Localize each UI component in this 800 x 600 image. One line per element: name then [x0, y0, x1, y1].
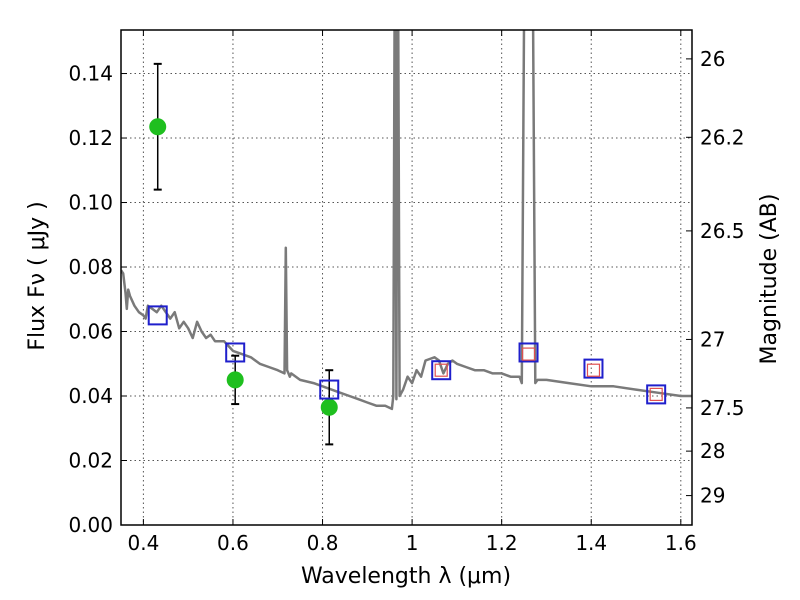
- y2-tick-label-6: 29: [700, 484, 725, 508]
- grid: [121, 30, 692, 525]
- model-square-0: [147, 305, 168, 326]
- y2-tick-label-1: 26.2: [700, 125, 745, 149]
- plot-frame: [120, 29, 693, 526]
- y-tick-label-5: 0.10: [68, 191, 113, 215]
- x-tick-label-4: 1.2: [486, 531, 518, 555]
- y-tick-label-4: 0.08: [68, 255, 113, 279]
- x-axis-label: Wavelength λ (μm): [301, 564, 511, 589]
- x-tick-label-6: 1.6: [665, 531, 697, 555]
- plot-area: [121, 30, 692, 446]
- model-inner-square-0: [434, 363, 448, 377]
- y-tick-label-3: 0.06: [68, 320, 113, 344]
- y-tick-label-1: 0.02: [68, 449, 113, 473]
- y-tick-label-6: 0.12: [68, 126, 113, 150]
- y2-tick-label-5: 28: [700, 439, 725, 463]
- photometry-point-1: [226, 371, 244, 389]
- y-axis-label: Flux Fν ( μJy ): [25, 201, 50, 350]
- y2-tick-label-0: 26: [700, 47, 725, 71]
- x-tick-label-2: 0.8: [307, 531, 339, 555]
- model-square-5: [583, 358, 604, 379]
- y-tick-label-0: 0.00: [68, 513, 113, 537]
- model-inner-square-1: [521, 347, 536, 361]
- spectrum-line: [121, 30, 692, 411]
- axes: 0.4 0.6 0.8 1 1.2 1.4 1.6 0.00 0.02 0.04 0.06 0.08 0…: [68, 29, 745, 555]
- photometry-point-0: [149, 118, 167, 136]
- x-tick-label-0: 0.4: [127, 531, 159, 555]
- model-square-2: [319, 379, 340, 400]
- model-square-4: [518, 342, 539, 363]
- photometry-point-2: [320, 398, 338, 416]
- y-tick-label-7: 0.14: [68, 62, 113, 86]
- y2-tick-label-2: 26.5: [700, 219, 745, 243]
- x-tick-label-1: 0.6: [217, 531, 249, 555]
- y2-tick-label-3: 27: [700, 327, 725, 351]
- model-square-6: [646, 384, 667, 405]
- model-square-3: [431, 360, 452, 381]
- model-inner-square-3: [649, 387, 663, 401]
- model-inner-square-2: [586, 363, 601, 377]
- model-square-1: [225, 342, 246, 363]
- y2-tick-label-4: 27.5: [700, 396, 745, 420]
- x-tick-label-3: 1: [406, 531, 419, 555]
- y2-axis-label: Magnitude (AB): [757, 194, 782, 365]
- y-tick-label-2: 0.04: [68, 384, 113, 408]
- x-tick-label-5: 1.4: [575, 531, 607, 555]
